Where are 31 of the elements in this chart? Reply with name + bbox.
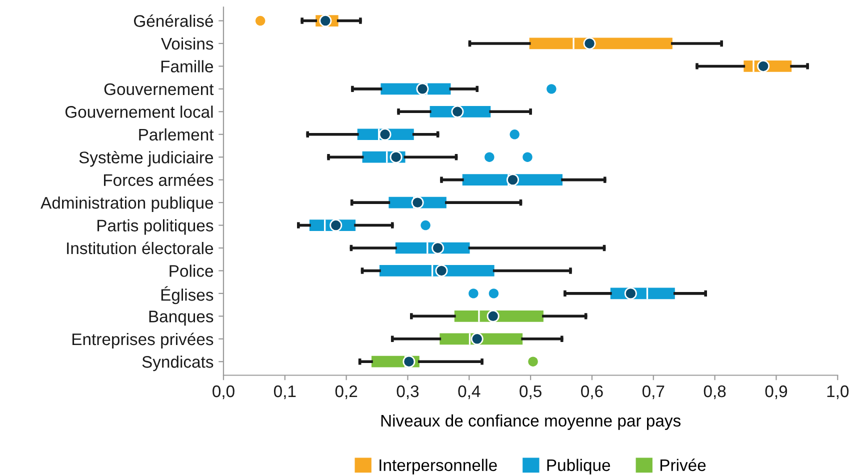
y-tick-label: Institution électorale: [67, 242, 214, 254]
y-tick-label: Églises: [161, 286, 214, 304]
y-tick-label: Police: [170, 264, 214, 277]
x-tick-label: 0,6: [581, 385, 603, 400]
y-tick-label: Entreprises privées: [72, 332, 214, 348]
y-tick-label: Administration publique: [40, 196, 214, 212]
x-axis-title: Niveaux de confiance moyenne par pays: [381, 414, 681, 430]
y-tick-label: Parlement: [139, 128, 214, 141]
legend-label: Privée: [660, 458, 706, 472]
y-tick-label: Généralisé: [134, 14, 214, 27]
y-tick-label: Banques: [149, 310, 214, 326]
x-tick-label: 0,4: [458, 385, 480, 400]
y-tick-label: Partis politiques: [97, 219, 214, 235]
y-tick-label: Syndicats: [142, 356, 214, 372]
y-tick-label: Famille: [161, 60, 214, 72]
x-tick-label: 0,0: [212, 385, 234, 400]
x-tick-label: 0,7: [642, 385, 664, 400]
y-tick-label: Système judiciaire: [79, 150, 214, 167]
x-tick-label: 0,3: [396, 385, 419, 400]
y-tick-label: Voisins: [161, 37, 214, 50]
y-tick-label: Gouvernement local: [65, 106, 213, 118]
y-tick-label: Forces armées: [104, 174, 214, 186]
legend-label: Interpersonnelle: [380, 458, 497, 474]
x-tick-label: 0,1: [274, 385, 296, 400]
legend-label: Publique: [547, 458, 610, 474]
x-tick-label: 0,5: [520, 385, 542, 400]
x-tick-label: 1,0: [827, 385, 849, 400]
x-tick-label: 0,2: [335, 385, 358, 400]
y-tick-label: Gouvernement: [104, 83, 214, 96]
x-tick-label: 0,9: [765, 385, 788, 400]
x-tick-label: 0,8: [704, 385, 726, 400]
